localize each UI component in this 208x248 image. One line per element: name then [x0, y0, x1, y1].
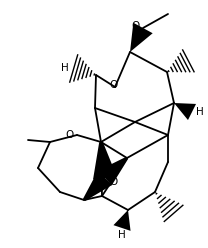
- Polygon shape: [98, 157, 128, 186]
- Polygon shape: [130, 23, 153, 52]
- Polygon shape: [93, 142, 117, 179]
- Polygon shape: [83, 171, 112, 201]
- Text: H: H: [61, 63, 69, 73]
- Polygon shape: [174, 103, 196, 120]
- Text: O: O: [131, 21, 139, 31]
- Text: O: O: [109, 80, 117, 90]
- Polygon shape: [113, 210, 131, 231]
- Text: H: H: [118, 230, 126, 240]
- Text: O: O: [65, 130, 73, 140]
- Text: H: H: [196, 107, 204, 117]
- Text: O: O: [110, 177, 118, 187]
